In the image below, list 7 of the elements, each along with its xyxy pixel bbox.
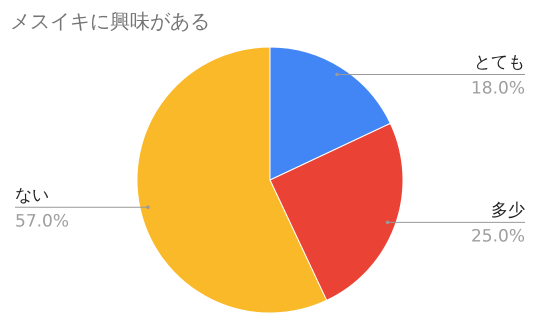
slice-label: 多少	[491, 200, 525, 220]
data-label: 25.0%	[470, 226, 525, 246]
slice-label: とても	[474, 52, 525, 72]
slice-label: ない	[15, 185, 49, 206]
chart-title: メスイキに興味がある	[10, 9, 210, 33]
data-label: 57.0%	[15, 211, 70, 232]
data-label: 18.0%	[470, 78, 525, 98]
